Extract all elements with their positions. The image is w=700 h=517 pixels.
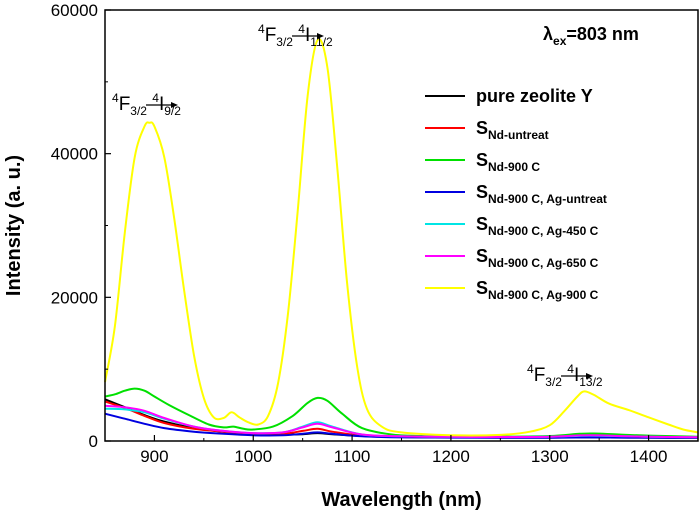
transition-part: F <box>534 365 546 386</box>
transition-arrowhead <box>586 373 593 379</box>
transition-part: 13/2 <box>579 375 603 389</box>
legend-label-5: SNd-900 C, Ag-650 C <box>476 246 599 270</box>
legend-label-2: SNd-900 C <box>476 150 540 174</box>
transition-part: 4 <box>152 91 159 105</box>
transition-arrowhead <box>317 33 324 39</box>
x-tick-label: 1400 <box>630 447 668 466</box>
legend-label-3: SNd-900 C, Ag-untreat <box>476 182 607 206</box>
transition-part: F <box>119 94 131 115</box>
excitation-sub: ex <box>553 34 567 48</box>
transition-part: 3/2 <box>276 35 293 49</box>
x-tick-label: 900 <box>140 447 168 466</box>
x-tick-label: 1100 <box>334 447 371 466</box>
series-line-3 <box>104 412 699 439</box>
plot-lines <box>104 38 699 439</box>
x-tick-label: 1300 <box>531 447 569 466</box>
axes: 900 1000 1100 1200 1300 1400 0 20000 40000 60000 <box>51 1 699 466</box>
x-axis-title: Wavelength (nm) <box>321 489 481 511</box>
transition-part: 9/2 <box>164 104 181 118</box>
legend-label-1: SNd-untreat <box>476 118 549 142</box>
excitation-label: λex=803 nm <box>543 24 639 48</box>
transition-arrowhead <box>171 102 178 108</box>
y-tick-label: 40000 <box>51 145 98 164</box>
excitation-lambda: λ <box>543 24 553 44</box>
transition-part: 3/2 <box>130 104 147 118</box>
transition-part: 11/2 <box>310 35 333 49</box>
transition-part: 4 <box>112 91 119 105</box>
transition-part: 4 <box>258 22 265 36</box>
transition-part: 3/2 <box>545 375 562 389</box>
x-tick-label: 1000 <box>234 447 272 466</box>
transition-part: 4 <box>298 22 305 36</box>
transition-label-0: 4F3/2 4I9/2 <box>112 91 181 118</box>
x-tick-label: 1200 <box>432 447 470 466</box>
transition-part: 4 <box>527 362 534 376</box>
transition-part: 4 <box>567 362 574 376</box>
series-line-6 <box>104 38 699 437</box>
y-tick-label: 20000 <box>51 288 98 307</box>
transition-part: F <box>265 25 277 46</box>
excitation-value: =803 nm <box>566 24 639 44</box>
legend-label-0: pure zeolite Y <box>476 86 593 106</box>
y-axis-title: Intensity (a. u.) <box>3 155 25 296</box>
y-tick-label: 0 <box>89 432 98 451</box>
legend-label-4: SNd-900 C, Ag-450 C <box>476 214 599 238</box>
legend: pure zeolite Y SNd-untreat SNd-900 C SNd-90… <box>425 86 607 302</box>
legend-label-6: SNd-900 C, Ag-900 C <box>476 278 599 302</box>
y-tick-label: 60000 <box>51 1 98 20</box>
series-line-5 <box>104 404 699 439</box>
